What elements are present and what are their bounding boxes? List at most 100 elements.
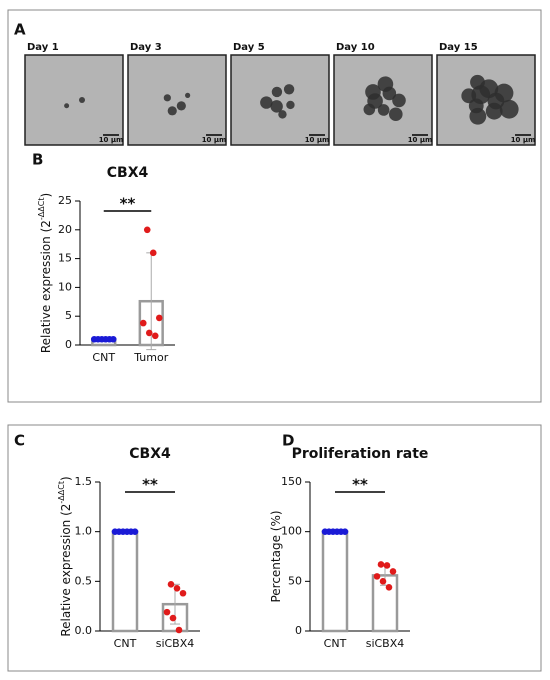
y-tick-label: 50 xyxy=(288,574,302,587)
y-axis-label-part: -ΔΔCt xyxy=(37,198,46,221)
y-tick-label: 5 xyxy=(65,309,72,322)
y-tick-label: 150 xyxy=(281,475,302,488)
data-point xyxy=(139,319,147,327)
scale-label: 10 µm xyxy=(99,136,124,144)
data-point xyxy=(175,626,183,634)
spheroid xyxy=(163,94,171,102)
spheroid xyxy=(494,83,514,103)
y-axis-label-part: Relative expression (2 xyxy=(59,504,73,637)
image-label: Day 3 xyxy=(130,42,162,53)
y-tick-label: 0 xyxy=(65,338,72,351)
micrograph xyxy=(333,54,433,146)
y-axis-label-part: Percentage (%) xyxy=(269,510,283,602)
data-point xyxy=(131,528,139,535)
image-label: Day 15 xyxy=(439,42,478,53)
bar xyxy=(111,530,139,633)
spheroid xyxy=(167,106,177,116)
data-point xyxy=(145,329,153,337)
y-tick-label: 15 xyxy=(58,252,72,265)
spheroid xyxy=(377,76,394,92)
x-tick-label: siCBX4 xyxy=(366,637,405,650)
y-tick-label: 100 xyxy=(281,525,302,538)
data-point xyxy=(163,608,171,616)
x-tick-label: Tumor xyxy=(133,351,168,364)
spheroid xyxy=(499,99,519,119)
bar xyxy=(321,530,349,633)
y-axis-label: Percentage (%) xyxy=(269,510,283,602)
spheroid xyxy=(270,100,283,113)
micrograph xyxy=(230,54,330,146)
y-axis-label-part: ) xyxy=(59,476,73,481)
y-tick-label: 20 xyxy=(58,223,72,236)
chart-title: CBX4 xyxy=(129,446,171,462)
micrograph xyxy=(24,54,124,146)
data-point xyxy=(385,583,393,591)
image-label: Day 5 xyxy=(233,42,265,53)
y-tick-label: 1.5 xyxy=(75,475,93,488)
data-point xyxy=(149,249,157,257)
y-axis-label-part: Relative expression (2 xyxy=(39,220,53,353)
spheroid xyxy=(176,101,186,111)
spheroid xyxy=(470,74,485,90)
spheroid xyxy=(377,104,390,116)
spheroid xyxy=(469,107,487,125)
data-point xyxy=(173,584,181,592)
frame-bottom xyxy=(7,424,542,672)
significance-label: ** xyxy=(142,476,158,494)
panel-label: D xyxy=(282,432,294,450)
scale-label: 10 µm xyxy=(305,136,330,144)
data-point xyxy=(373,573,381,580)
spheroid xyxy=(363,103,376,116)
x-tick-label: CNT xyxy=(114,637,137,650)
data-point xyxy=(143,226,151,234)
data-point xyxy=(383,562,391,569)
spheroid xyxy=(278,110,287,119)
spheroid xyxy=(260,96,273,109)
y-axis-label: Relative expression (2-ΔΔCt) xyxy=(57,476,73,636)
data-point xyxy=(169,614,177,622)
y-tick-label: 25 xyxy=(58,194,72,207)
data-point xyxy=(379,578,387,585)
y-tick-label: 0.0 xyxy=(75,624,93,637)
y-tick-label: 10 xyxy=(58,280,72,293)
chart-title: Proliferation rate xyxy=(292,446,429,462)
spheroid xyxy=(286,100,295,110)
scale-label: 10 µm xyxy=(408,136,433,144)
y-axis-label: Relative expression (2-ΔΔCt) xyxy=(37,193,53,353)
spheroid xyxy=(64,103,70,109)
spheroid xyxy=(365,84,381,100)
y-axis-label-part: -ΔΔCt xyxy=(57,481,66,504)
spheroid xyxy=(185,92,191,98)
data-point xyxy=(377,561,385,568)
y-tick-label: 1.0 xyxy=(75,525,93,538)
y-tick-label: 0.5 xyxy=(75,574,93,587)
y-tick-label: 0 xyxy=(295,624,302,637)
spheroid xyxy=(388,107,403,122)
panel-label: C xyxy=(14,432,25,450)
scale-label: 10 µm xyxy=(202,136,227,144)
frame-top xyxy=(7,9,542,403)
x-tick-label: CNT xyxy=(92,351,115,364)
panel-label: B xyxy=(32,151,43,169)
spheroid xyxy=(392,93,406,108)
image-label: Day 1 xyxy=(27,42,59,53)
spheroid xyxy=(283,84,295,95)
image-label: Day 10 xyxy=(336,42,375,53)
significance-label: ** xyxy=(352,476,368,494)
scale-label: 10 µm xyxy=(511,136,536,144)
spheroid xyxy=(79,97,85,103)
x-tick-label: CNT xyxy=(324,637,347,650)
data-point xyxy=(109,335,117,343)
chart-title: CBX4 xyxy=(107,165,149,181)
y-axis-label-part: ) xyxy=(39,193,53,198)
data-point xyxy=(155,314,163,322)
panel-label: A xyxy=(14,21,26,39)
data-point xyxy=(389,568,397,575)
x-tick-label: siCBX4 xyxy=(156,637,195,650)
data-point xyxy=(179,589,187,597)
data-point xyxy=(151,332,159,340)
spheroid xyxy=(485,102,503,120)
micrograph xyxy=(127,54,227,146)
spheroid xyxy=(461,88,477,104)
